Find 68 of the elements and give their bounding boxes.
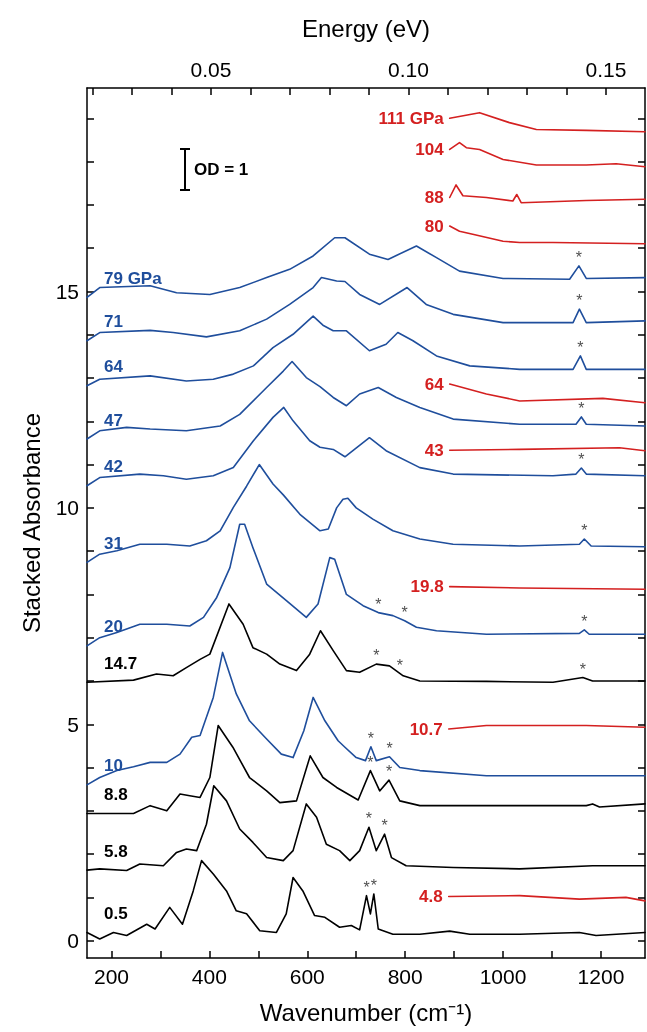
x2-tick-label: 0.15 [585,58,627,81]
x2-axis-title: Energy (eV) [301,14,431,42]
series-label: 80 [424,216,444,236]
series-label: 64 [424,374,445,394]
line-series [86,236,646,299]
y-tick-label: 0 [67,929,79,953]
annotation: * [386,739,393,757]
x2-tick-label: 0.05 [190,58,232,81]
annotation: * [401,603,408,621]
x-tick-label: 800 [387,965,423,988]
series-label: 43 [424,440,444,460]
annotation: * [576,292,583,310]
series-label: 0.5 [104,903,128,923]
series-label: 47 [104,410,123,430]
annotation: * [578,451,585,469]
series-label: 19.8 [410,577,444,597]
x-tick-label: 1200 [577,965,625,988]
y-tick-label: 10 [55,496,79,520]
annotation: * [367,729,375,747]
line-series [86,651,646,786]
annotation: * [578,399,585,417]
series-label: 64 [104,357,124,377]
series-label: 71 [104,312,123,332]
x-tick-label: 600 [289,965,325,988]
annotation: * [385,763,393,781]
x2-tick-label: 0.10 [388,58,429,81]
annotation: * [575,248,583,266]
annotation: * [365,810,373,828]
y-axis-title: Stacked Absorbance [17,412,45,634]
line-series [86,406,646,487]
annotation: * [363,878,370,896]
x-tick-label: 1000 [479,965,527,988]
y-tick-label: 15 [55,279,79,303]
annotation: * [367,753,374,771]
x-axis-title: Wavenumber (cm⁻¹) [259,998,473,1026]
series-label: 88 [424,188,444,208]
series-label: 14.7 [104,653,138,673]
series-label: 4.8 [419,887,443,907]
annotation: * [577,338,584,356]
y-tick-label: 5 [67,712,79,736]
annotation: * [373,647,380,665]
line-series [448,111,646,133]
annotation: * [381,817,388,835]
line-series [448,141,646,168]
annotation: * [581,612,588,630]
annotation: * [375,595,382,613]
series-label: 10.7 [409,719,443,739]
series-label: 111 GPa [378,108,445,128]
series-label: 104 [415,139,445,159]
series-label: 20 [104,617,123,637]
series-label: 8.8 [104,784,128,804]
series-label: 10 [104,756,123,776]
line-series [86,523,646,647]
x-tick-label: 400 [191,965,227,988]
annotation: * [370,876,377,894]
series-label: 5.8 [104,841,128,861]
line-series [448,225,646,245]
annotation: * [581,522,588,540]
x-tick-label: 200 [93,965,129,988]
line-series [448,184,646,204]
annotation: OD = 1 [194,159,249,180]
series-label: 79 GPa [104,268,163,288]
series-label: 31 [104,533,123,553]
series-label: 42 [104,457,123,477]
annotation: * [579,660,586,678]
annotation: * [396,657,403,675]
line-series [86,360,646,440]
line-series [448,383,646,404]
